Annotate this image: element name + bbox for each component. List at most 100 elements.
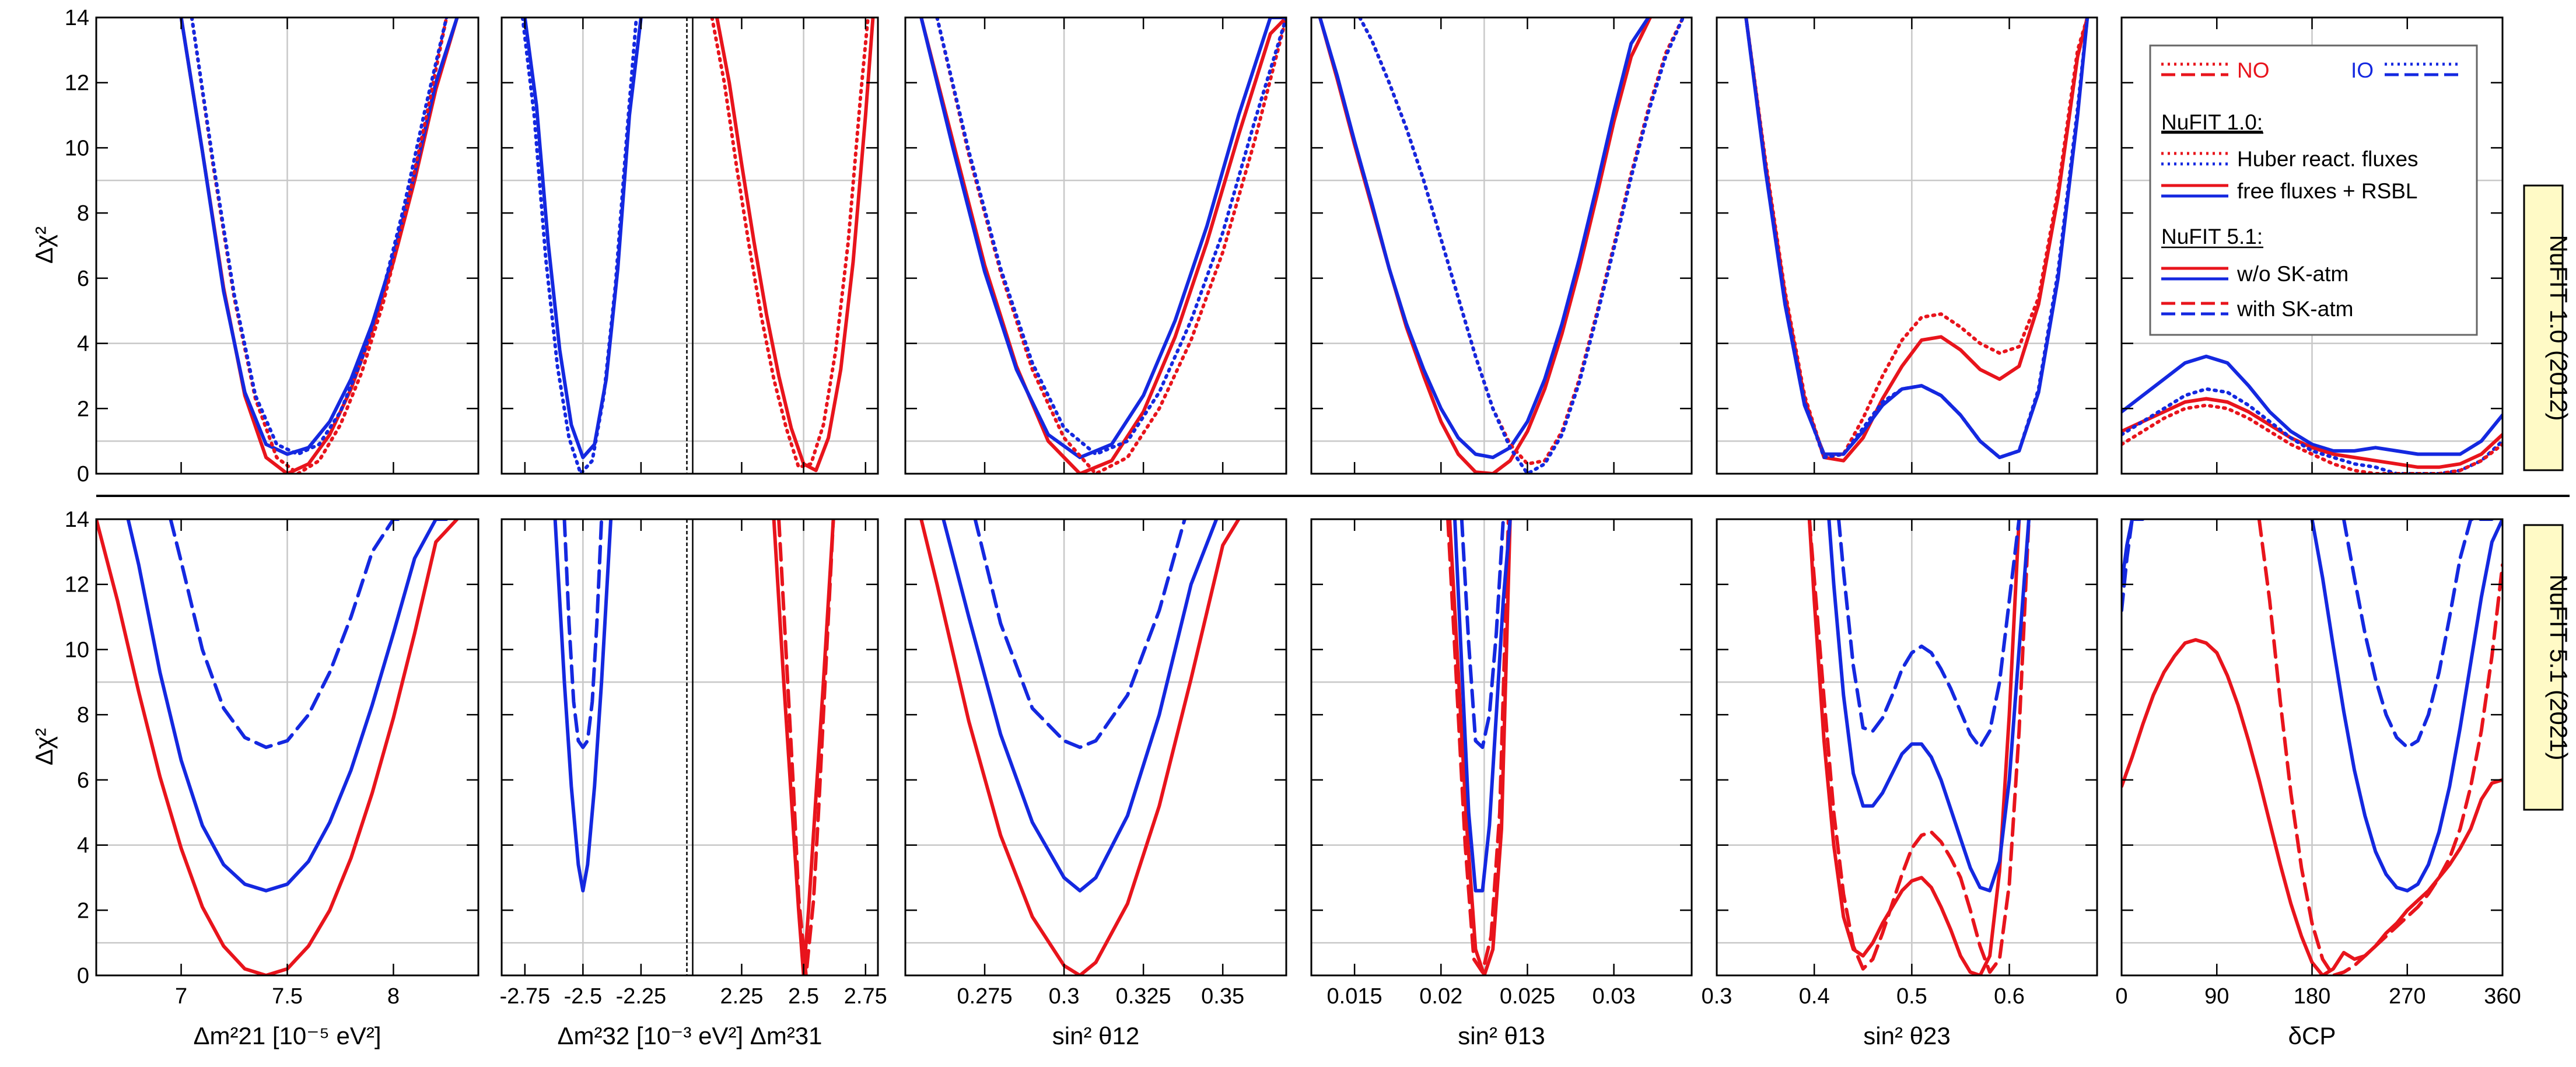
y-tick-label: 2 — [77, 397, 89, 421]
series-line-no-solid — [96, 519, 459, 975]
curves-dm3l-top — [520, 18, 875, 474]
x-axis-label-s12: sin² θ12 — [1052, 1022, 1139, 1049]
series-line-no-solid — [1448, 519, 1512, 975]
x-tick-label: 0.275 — [957, 984, 1012, 1009]
series-line-no-dash — [2257, 519, 2502, 975]
x-tick-label: 0 — [2115, 984, 2127, 1009]
x-axis-label-s13: sin² θ13 — [1458, 1022, 1545, 1049]
x-axis-label-s23: sin² θ23 — [1863, 1022, 1950, 1049]
x-tick-label: 0.3 — [1702, 984, 1732, 1009]
row-label-top: NuFIT 1.0 (2012) — [2523, 184, 2572, 471]
series-line-no-dash — [1807, 519, 2031, 974]
panel-s12-bottom: 0.275 0.3 0.325 0.35 sin² θ12 — [904, 518, 1287, 1049]
x-tick-label: 180 — [2294, 984, 2330, 1009]
series-line-no-dot — [935, 18, 1286, 474]
curves-s12-bottom — [919, 519, 1241, 975]
x-axis-label-dcp: δCP — [2288, 1022, 2336, 1049]
curves-s12-top — [919, 18, 1286, 474]
series-line-io-solid — [942, 519, 1219, 893]
series-line-io-solid — [126, 519, 449, 893]
y-axis-label-top: Δχ² — [30, 226, 58, 264]
series-line-io-solid — [919, 18, 1286, 460]
y-tick-label: 14 — [65, 6, 89, 30]
x-tick-label: 0.35 — [1201, 984, 1244, 1009]
series-line-no-solid — [2122, 397, 2502, 469]
y-tick-label: 2 — [77, 898, 89, 923]
series-line-io-dash — [2342, 519, 2494, 749]
series-line-io-dot — [520, 18, 638, 474]
x-tick-label: 2.25 — [720, 984, 763, 1009]
series-line-no-solid — [1807, 519, 2021, 975]
curves-dm3l-bottom — [553, 519, 835, 975]
panel-frame — [904, 16, 1287, 475]
panel-frame — [1310, 518, 1693, 977]
y-tick-label: 12 — [65, 71, 89, 96]
x-tick-label: 0.4 — [1799, 984, 1830, 1009]
legend-huber-label: Huber react. fluxes — [2237, 147, 2418, 171]
series-line-io-dash — [973, 519, 1186, 749]
legend-io-label: IO — [2351, 58, 2374, 82]
series-line-no-dot — [190, 18, 449, 474]
panel-s13-bottom: 0.015 0.02 0.025 0.03 sin² θ13 — [1310, 518, 1693, 1049]
panel-dm3l-bottom: -2.75 -2.5 -2.25 2.25 2.5 2.75 Δm²32 [10⁻³ eV²… — [500, 518, 887, 1049]
legend-heading-nufit51: NuFIT 5.1: — [2161, 225, 2263, 249]
x-tick-label: 0.5 — [1896, 984, 1927, 1009]
legend: NO IO NuFIT 1.0: Huber react. fluxes fre… — [2149, 44, 2478, 336]
y-tick-label: 8 — [77, 201, 89, 226]
series-line-io-dash — [169, 519, 406, 749]
series-line-io-dot — [935, 18, 1286, 456]
x-tick-label: 7.5 — [272, 984, 303, 1009]
series-line-io-dash — [1837, 519, 2021, 749]
legend-no-label: NO — [2237, 58, 2270, 82]
x-tick-label: 0.6 — [1994, 984, 2025, 1009]
x-tick-label: 0.02 — [1419, 984, 1462, 1009]
x-axis-label-dm21: Δm²21 [10⁻⁵ eV²] — [193, 1022, 381, 1049]
panel-dcp-top — [2120, 16, 2504, 475]
curves-dcp-bottom — [2122, 519, 2502, 975]
series-line-io-dot — [190, 18, 449, 456]
series-line-no-dot — [1744, 18, 2090, 460]
panel-s12-top — [904, 16, 1287, 475]
x-tick-label: 7 — [175, 984, 187, 1009]
x-tick-label: 0.325 — [1116, 984, 1171, 1009]
y-tick-label: 8 — [77, 703, 89, 727]
x-tick-label: 0.025 — [1500, 984, 1555, 1009]
y-tick-label: 6 — [77, 267, 89, 291]
series-line-io-solid — [2122, 354, 2502, 456]
x-tick-label: -2.75 — [500, 984, 551, 1009]
curves-s13-bottom — [1446, 519, 1512, 975]
panel-dm21-top: 0 2 4 6 8 10 12 14 — [65, 6, 480, 487]
panel-s13-top — [1310, 16, 1693, 475]
x-tick-label: 360 — [2484, 984, 2521, 1009]
y-tick-label: 6 — [77, 768, 89, 793]
series-line-io-dash — [1460, 519, 1505, 749]
row-label-bottom: NuFIT 5.1 (2021) — [2523, 524, 2572, 811]
x-tick-label: 0.03 — [1592, 984, 1636, 1009]
panel-frame — [1310, 16, 1693, 475]
series-line-no-dot — [710, 18, 870, 469]
panel-frame — [1716, 16, 2098, 475]
x-tick-label: -2.25 — [616, 984, 667, 1009]
legend-wo-label: w/o SK-atm — [2236, 262, 2348, 286]
series-line-io-dash — [562, 519, 604, 749]
y-tick-label: 0 — [77, 964, 89, 988]
y-tick-label: 4 — [77, 834, 89, 858]
curves-dm21-bottom — [96, 519, 459, 975]
series-line-no-solid — [715, 18, 875, 473]
series-line-no-dash — [1446, 519, 1510, 974]
series-line-io-solid — [1453, 519, 1512, 893]
curves-dm21-top — [179, 18, 459, 474]
row-label-top-text: NuFIT 1.0 (2012) — [2545, 235, 2572, 421]
series-line-io-solid — [1318, 18, 1650, 460]
curves-dcp-top — [2122, 354, 2502, 474]
panel-s23-bottom: 0.3 0.4 0.5 0.6 sin² θ23 — [1702, 518, 2098, 1049]
series-line-io-dot — [1358, 18, 1685, 474]
y-tick-label: 10 — [65, 638, 89, 662]
series-line-io-solid — [2122, 519, 2145, 586]
row-label-top-box — [2523, 184, 2564, 471]
y-tick-label: 14 — [65, 508, 89, 532]
x-axis-label-dm3l: Δm²32 [10⁻³ eV²] Δm²31 — [557, 1022, 822, 1049]
row-label-bottom-box — [2523, 524, 2564, 811]
